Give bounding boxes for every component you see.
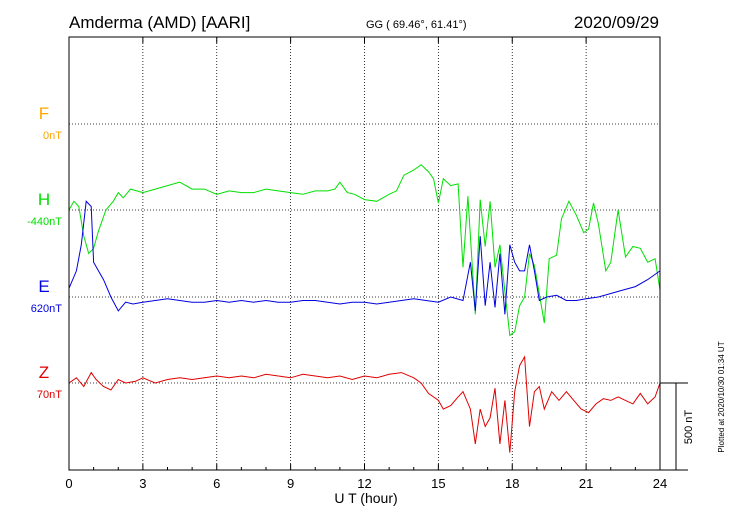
x-tick-label: 0 — [65, 476, 72, 491]
x-tick-label: 24 — [653, 476, 667, 491]
scale-bar-label: 500 nT — [683, 410, 695, 445]
x-tick-label: 6 — [213, 476, 220, 491]
channel-name-E: E — [38, 277, 49, 296]
channel-name-F: F — [39, 104, 49, 123]
data-traces — [68, 164, 661, 453]
plotted-at-note: Plotted at 2020/10/30 01:34 UT — [717, 341, 726, 452]
channel-offset-E: 620nT — [31, 303, 62, 315]
station-title: Amderma (AMD) [AARI] — [69, 13, 250, 32]
channel-offset-H: -440nT — [27, 216, 62, 228]
x-tick-label: 12 — [357, 476, 371, 491]
x-axis-ticks: 0 3 6 9 12 15 18 21 24 — [65, 37, 667, 491]
x-tick-label: 15 — [431, 476, 445, 491]
scale-bar: 500 nT — [660, 382, 695, 471]
channel-name-H: H — [38, 190, 50, 209]
x-tick-label: 9 — [287, 476, 294, 491]
grid-lines — [69, 37, 660, 470]
channel-labels: F 0nT H -440nT E 620nT Z 70nT — [27, 104, 62, 401]
x-tick-label: 3 — [139, 476, 146, 491]
trace-E — [68, 200, 661, 315]
chart-date: 2020/09/29 — [574, 13, 659, 32]
x-tick-label: 21 — [579, 476, 593, 491]
trace-H — [68, 164, 661, 337]
channel-name-Z: Z — [39, 363, 49, 382]
x-axis-label: U T (hour) — [334, 490, 397, 506]
x-tick-label: 18 — [505, 476, 519, 491]
channel-offset-F: 0nT — [43, 130, 62, 142]
station-coordinates: GG ( 69.46°, 61.41°) — [366, 19, 467, 31]
channel-offset-Z: 70nT — [37, 389, 62, 401]
trace-Z — [68, 355, 661, 453]
